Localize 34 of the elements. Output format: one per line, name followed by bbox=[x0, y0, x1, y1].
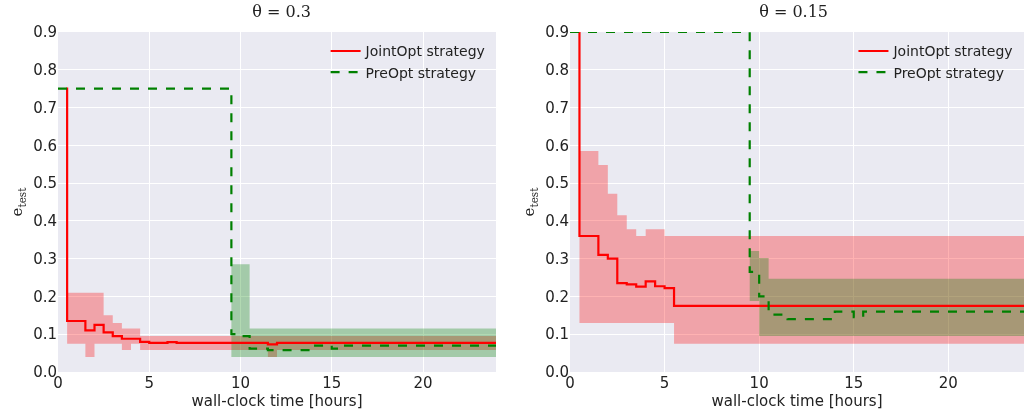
y-tick-label: 0.4 bbox=[545, 212, 569, 231]
legend-label: PreOpt strategy bbox=[365, 64, 477, 81]
x-tick-label: 5 bbox=[659, 374, 670, 392]
x-axis-title: wall-clock time [hours] bbox=[191, 392, 363, 410]
y-tick-label: 0.4 bbox=[33, 212, 57, 231]
x-tick-label: 5 bbox=[144, 374, 155, 392]
x-axis-title: wall-clock time [hours] bbox=[711, 392, 883, 410]
x-tick-label: 15 bbox=[322, 374, 342, 392]
y-tick-label: 0.5 bbox=[33, 174, 57, 193]
legend-label: PreOpt strategy bbox=[893, 64, 1004, 81]
y-tick-label: 0.2 bbox=[545, 287, 569, 306]
y-tick-label: 0.5 bbox=[545, 174, 569, 193]
legend-label: JointOpt strategy bbox=[364, 43, 485, 60]
chart-title: θ = 0.15 bbox=[759, 2, 829, 22]
y-tick-label: 0.9 bbox=[33, 23, 57, 42]
y-tick-label: 0.9 bbox=[545, 23, 569, 42]
y-tick-label: 0.6 bbox=[33, 136, 57, 155]
y-tick-label: 0.1 bbox=[33, 325, 57, 344]
y-tick-label: 0.6 bbox=[545, 136, 569, 155]
x-tick-label: 10 bbox=[749, 374, 769, 392]
y-tick-label: 0.2 bbox=[33, 287, 57, 306]
chart-title: θ = 0.3 bbox=[252, 2, 311, 22]
x-tick-label: 15 bbox=[844, 374, 864, 392]
y-tick-label: 0.7 bbox=[545, 98, 569, 117]
y-tick-label: 0.3 bbox=[545, 249, 569, 268]
legend-label: JointOpt strategy bbox=[892, 43, 1013, 60]
y-tick-label: 0.1 bbox=[545, 325, 569, 344]
x-tick-label: 10 bbox=[230, 374, 251, 392]
x-tick-label: 20 bbox=[413, 374, 433, 392]
y-tick-label: 0.7 bbox=[33, 98, 57, 117]
y-tick-label: 0.8 bbox=[545, 61, 569, 80]
y-tick-label: 0.8 bbox=[33, 61, 57, 80]
x-tick-label: 20 bbox=[938, 374, 958, 392]
y-tick-label: 0.3 bbox=[33, 249, 57, 268]
